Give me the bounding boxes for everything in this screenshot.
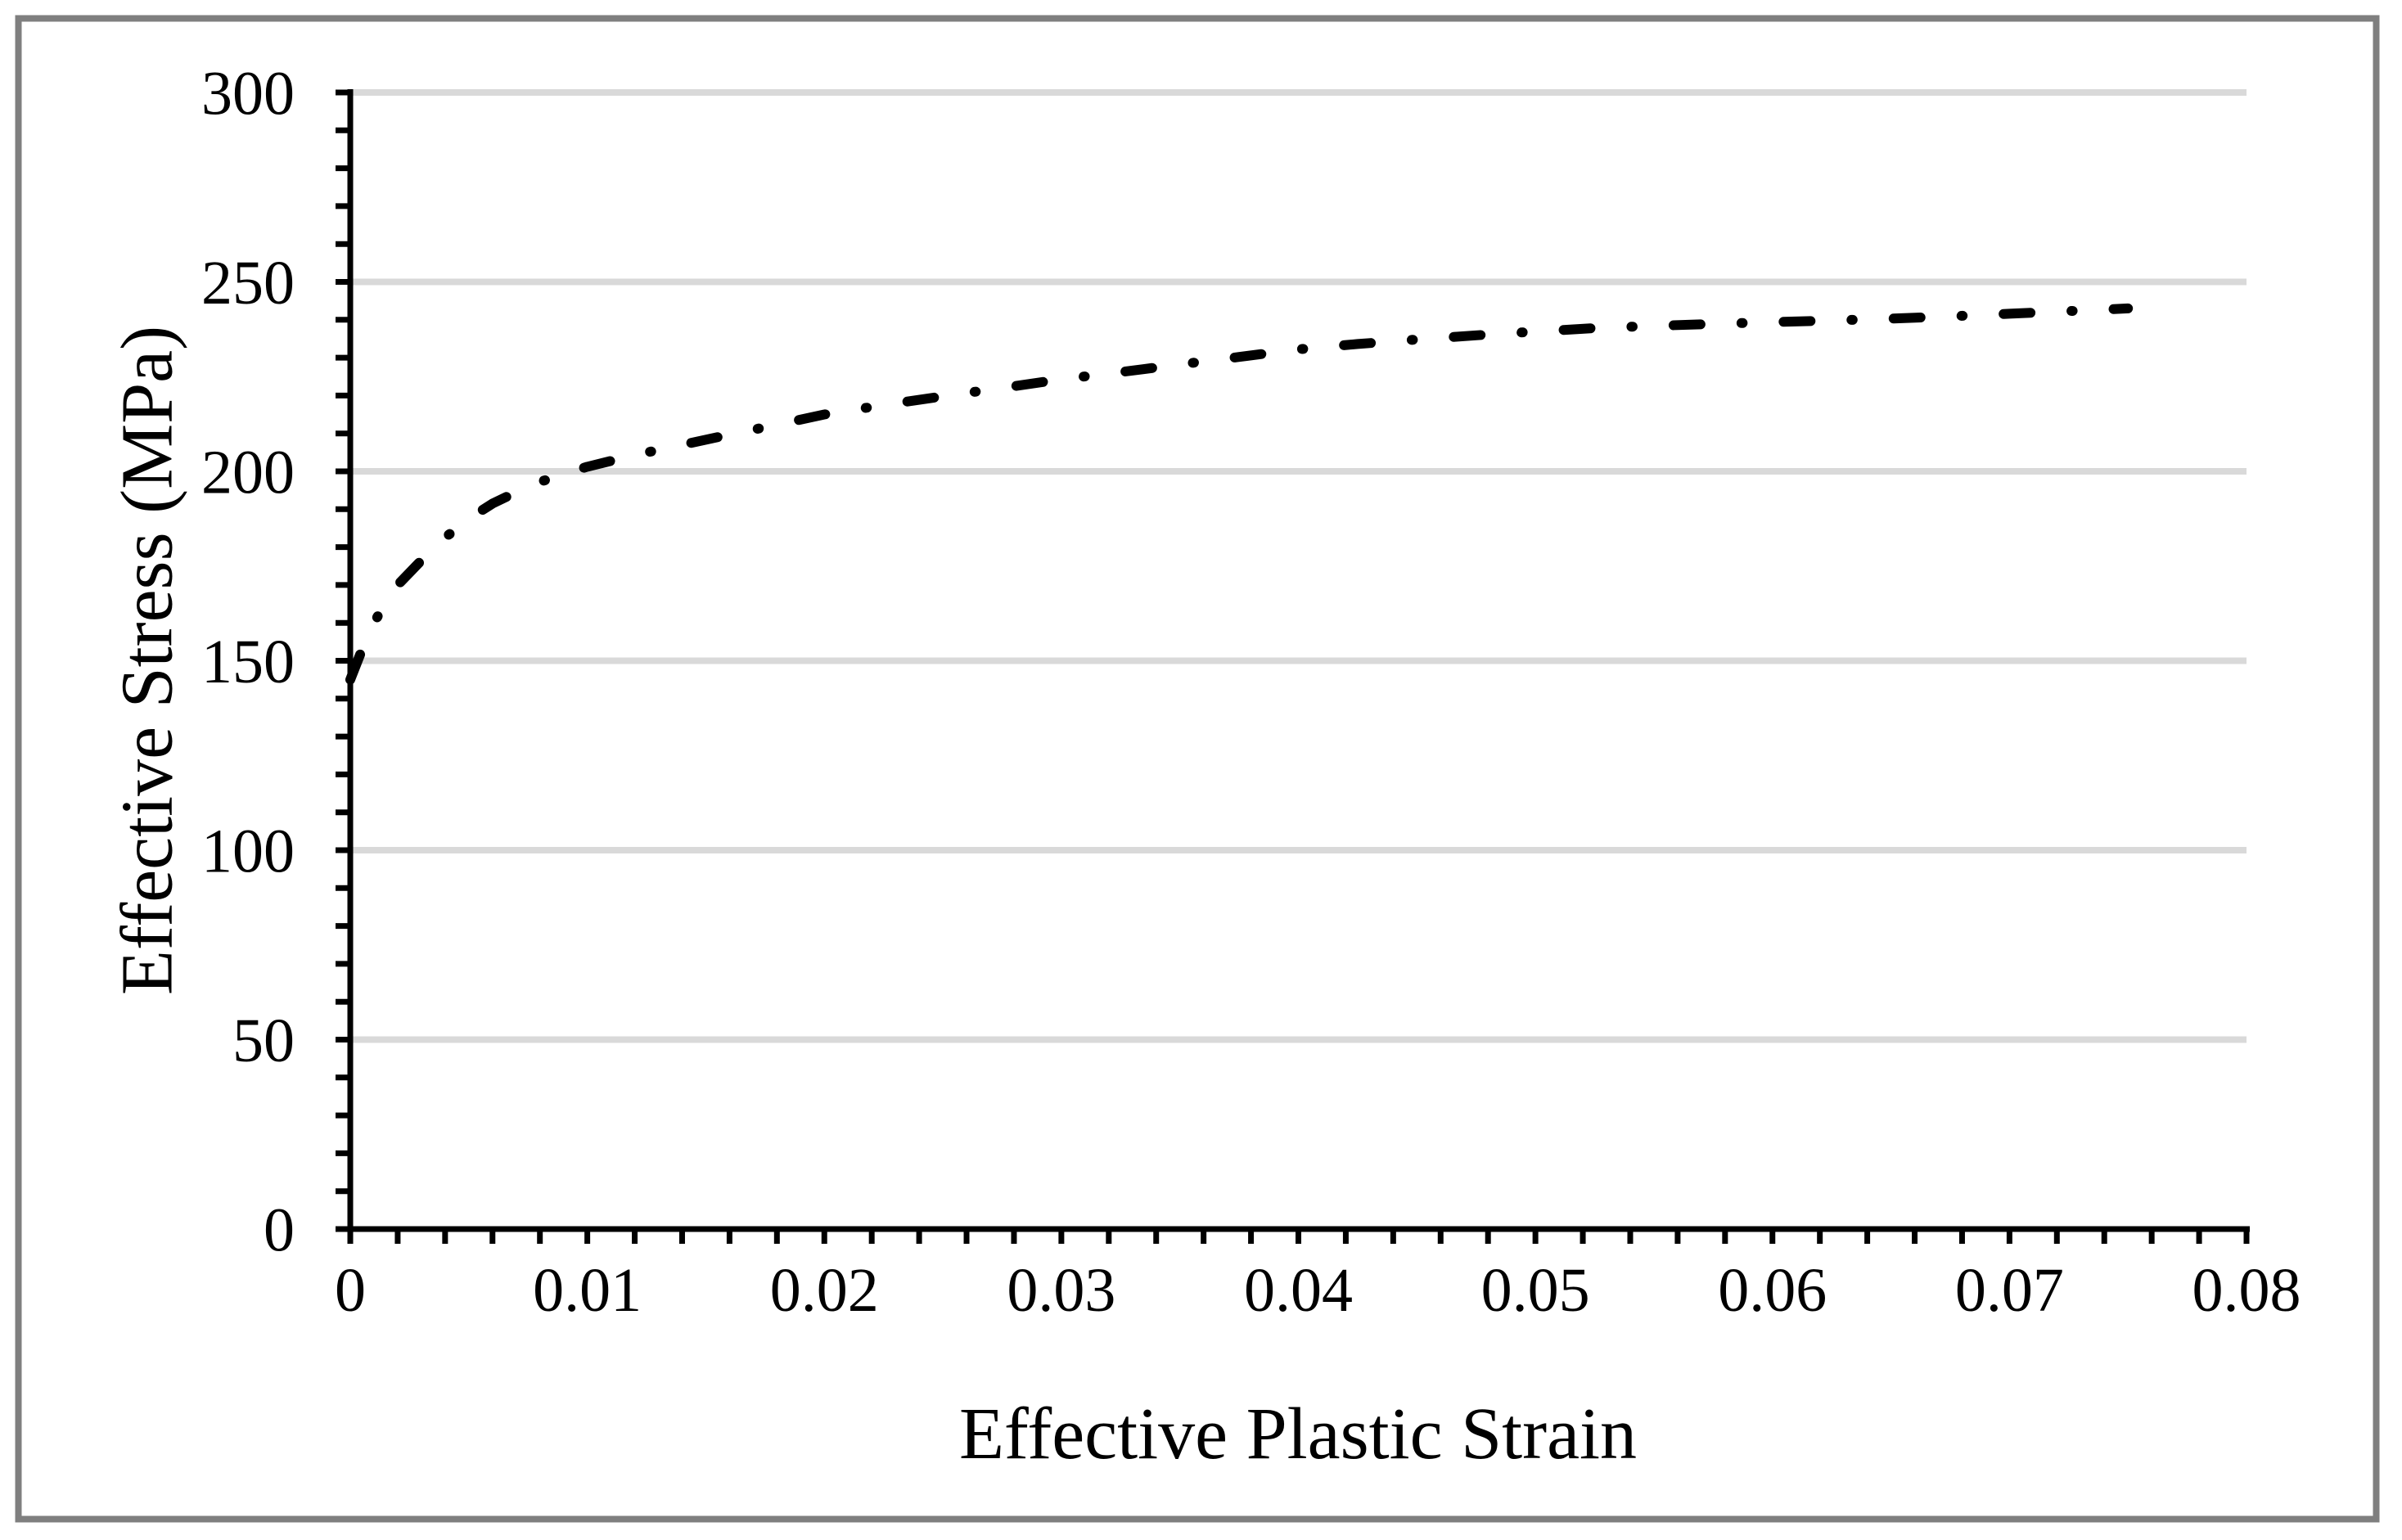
x-tick-label: 0 [335, 1256, 366, 1325]
horizontal-gridlines [350, 89, 2247, 1043]
y-tick-label: 150 [201, 628, 295, 696]
x-axis-tick-labels: 0 0.01 0.02 0.03 0.04 0.05 0.06 0.07 0.08 [335, 1256, 2301, 1325]
x-tick-label: 0.05 [1481, 1256, 1590, 1325]
y-tick-label: 250 [201, 249, 295, 317]
stress-strain-curve [345, 303, 2134, 685]
y-tick-label: 50 [232, 1006, 295, 1075]
y-tick-label: 100 [201, 817, 295, 886]
x-tick-label: 0.02 [770, 1256, 879, 1325]
x-tick-label: 0.01 [533, 1256, 642, 1325]
y-axis-title: Effective Stress (MPa) [107, 326, 188, 995]
y-tick-label: 200 [201, 439, 295, 507]
x-axis-title: Effective Plastic Strain [959, 1394, 1637, 1475]
y-axis-tick-labels: 0 50 100 150 200 250 300 [201, 60, 295, 1265]
tick-marks [336, 89, 2250, 1244]
chart-border [15, 15, 2380, 1523]
x-tick-label: 0.07 [1955, 1256, 2064, 1325]
y-tick-label: 300 [201, 60, 295, 128]
y-tick-label: 0 [264, 1196, 295, 1265]
data-series [345, 303, 2134, 685]
x-tick-label: 0.04 [1244, 1256, 1353, 1325]
x-tick-label: 0.03 [1007, 1256, 1115, 1325]
x-tick-label: 0.08 [2192, 1256, 2301, 1325]
x-tick-label: 0.06 [1718, 1256, 1827, 1325]
